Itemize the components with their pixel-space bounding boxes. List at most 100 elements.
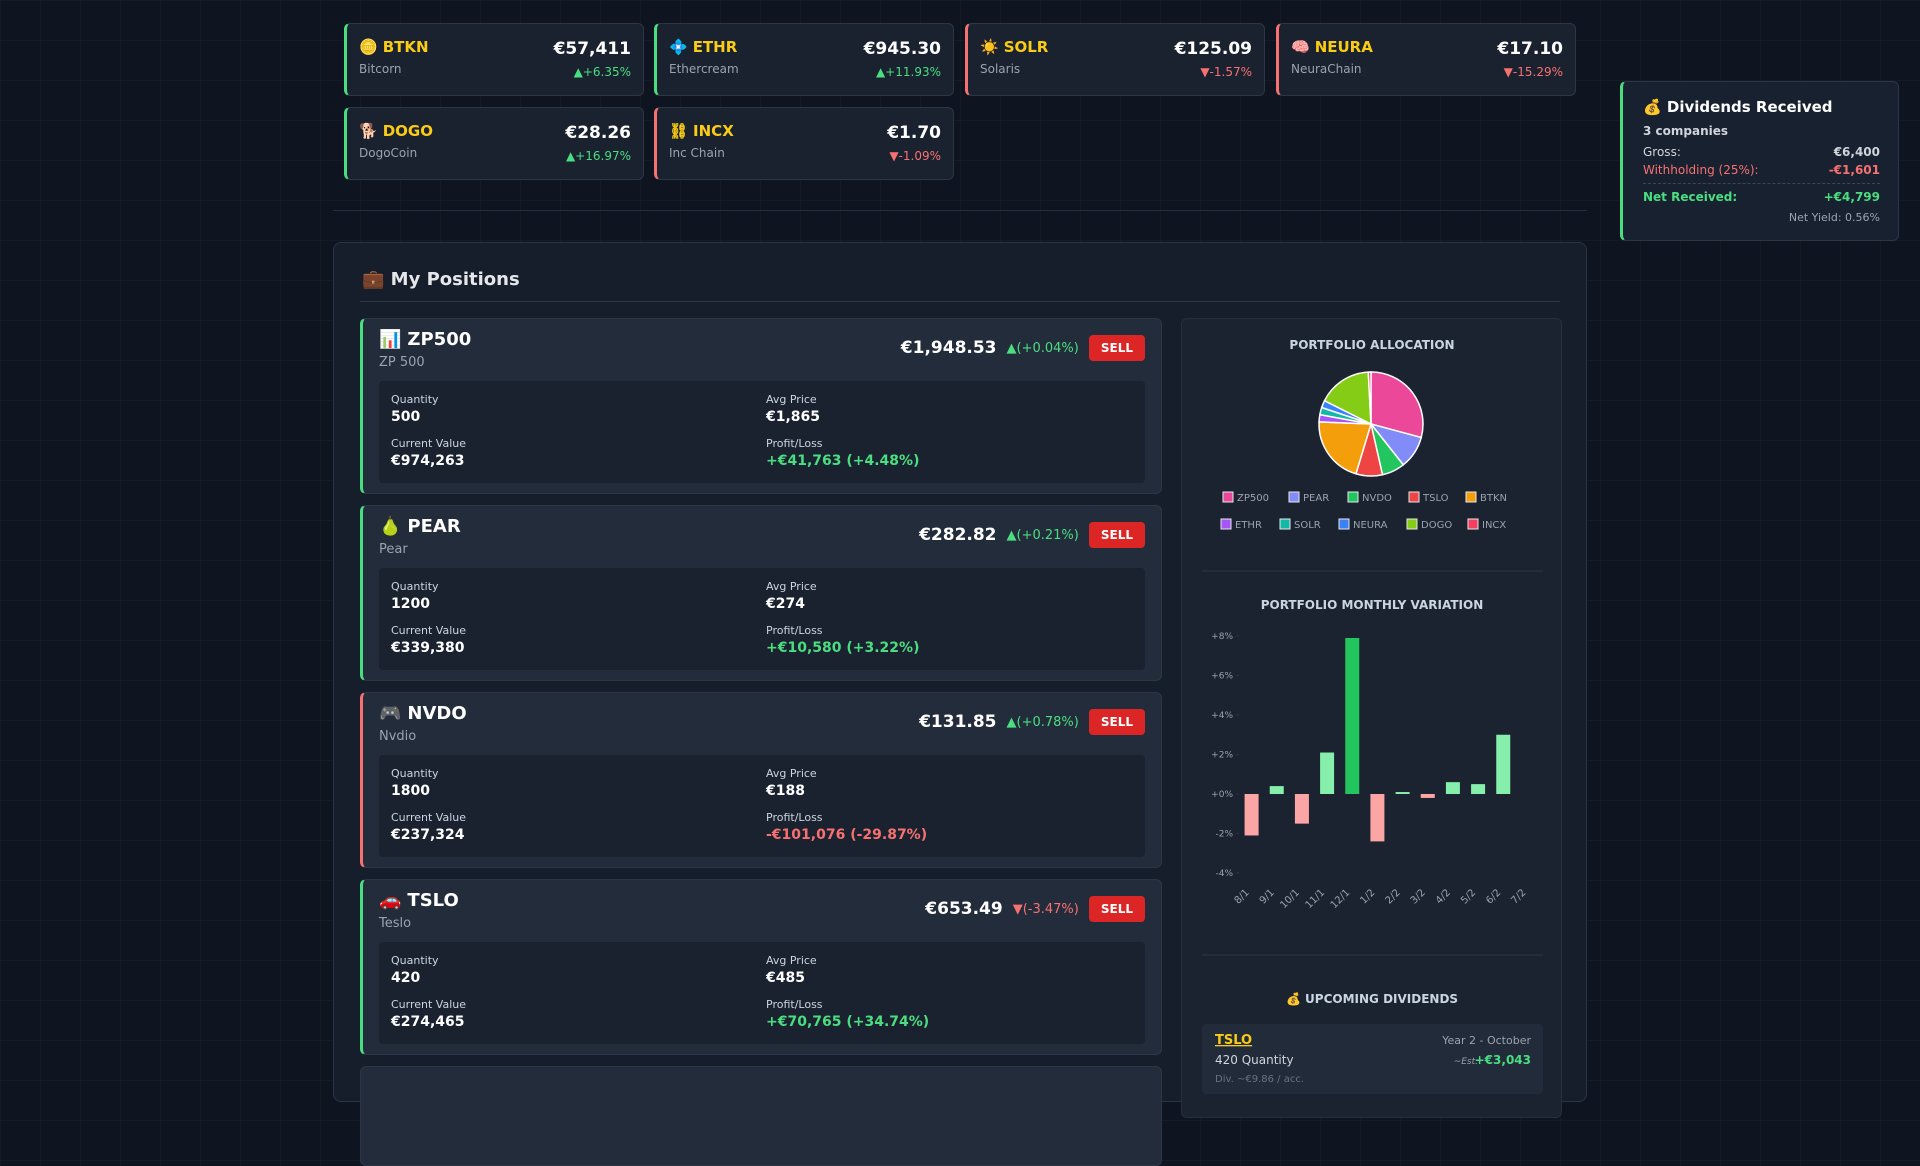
position-price: €653.49 — [925, 899, 1003, 919]
position-details: Quantity 1200 Avg Price €274 Current Value €3… — [379, 568, 1145, 670]
position-icon: 📊 — [379, 329, 402, 350]
position-icon: 🎮 — [379, 703, 402, 724]
chart-title: PORTFOLIO ALLOCATION — [1289, 338, 1454, 352]
legend-swatch — [1220, 518, 1232, 530]
dividend-label: Withholding (25%): — [1643, 163, 1759, 177]
x-tick-label: 2/2 — [1384, 887, 1403, 906]
field-label: Avg Price — [766, 767, 817, 780]
sell-button[interactable]: SELL — [1088, 709, 1145, 735]
field-label: Current Value — [391, 998, 467, 1011]
ticker-icon: 🐕 — [359, 122, 378, 140]
legend-swatch — [1347, 491, 1359, 503]
field-value: €274 — [766, 596, 805, 612]
position-icon: 🍐 — [379, 516, 402, 537]
ticker-name: NeuraChain — [1291, 62, 1362, 76]
ticker-name: Inc Chain — [669, 146, 725, 160]
dividend-value: -€1,601 — [1828, 163, 1880, 177]
sell-button[interactable]: SELL — [1088, 335, 1145, 361]
legend-swatch — [1465, 491, 1477, 503]
legend-swatch — [1222, 491, 1234, 503]
dividend-est-label: ~Est. — [1454, 1057, 1478, 1067]
ticker-change: ▲+11.93% — [875, 65, 941, 79]
position-card: 📊 ZP500 ZP 500 €1,948.53 ▲(+0.04%) SELL Quanti… — [360, 318, 1162, 494]
separator — [333, 210, 1587, 211]
x-tick-label: 12/1 — [1329, 887, 1353, 911]
y-tick-label: +6% — [1211, 672, 1233, 682]
field-value: 420 — [391, 970, 421, 986]
dividend-value: €6,400 — [1833, 145, 1880, 159]
position-price: €131.85 — [919, 712, 997, 732]
bar — [1496, 734, 1511, 794]
ticker-head: 🧠 NEURA — [1291, 38, 1373, 56]
x-tick-label: 11/1 — [1304, 887, 1328, 911]
ticker-icon: 🧠 — [1291, 38, 1310, 56]
position-symbol: ZP500 — [407, 329, 472, 350]
position-details: Quantity 1800 Avg Price €188 Current Value €2… — [379, 755, 1145, 857]
legend-swatch — [1288, 491, 1300, 503]
field-value: 1200 — [391, 596, 430, 612]
legend-swatch — [1279, 518, 1291, 530]
position-quote: €131.85 ▲(+0.78%) SELL — [919, 709, 1145, 735]
ticker-card: 🪙 BTKN Bitcorn €57,411 ▲+6.35% — [344, 23, 644, 96]
field-value: +€70,765 (+34.74%) — [766, 1014, 930, 1030]
field-label: Profit/Loss — [766, 998, 823, 1011]
dividend-est-value: +€3,043 — [1475, 1053, 1531, 1067]
ticker-symbol: ETHR — [692, 38, 738, 56]
field-label: Avg Price — [766, 393, 817, 406]
ticker-icon: 🪙 — [359, 38, 378, 56]
position-card — [360, 1066, 1162, 1166]
field-label: Quantity — [391, 393, 439, 406]
x-tick-label: 4/2 — [1434, 887, 1453, 906]
x-tick-label: 6/2 — [1484, 887, 1503, 906]
position-quote: €653.49 ▼(-3.47%) SELL — [925, 896, 1145, 922]
dividend-quantity: 420 Quantity — [1215, 1053, 1294, 1067]
position-symbol: PEAR — [407, 516, 461, 537]
bar — [1294, 794, 1309, 824]
ticker-price: €945.30 — [863, 39, 941, 59]
ticker-symbol: BTKN — [382, 38, 429, 56]
dividend-label: Net Received: — [1643, 190, 1738, 204]
sell-button[interactable]: SELL — [1088, 896, 1145, 922]
ticker-card: ☀️ SOLR Solaris €125.09 ▼-1.57% — [965, 23, 1265, 96]
pie-slice — [1323, 371, 1372, 426]
legend-label: TSLO — [1422, 493, 1449, 504]
bar — [1370, 794, 1385, 842]
legend-label: NEURA — [1353, 520, 1388, 531]
y-tick-label: +0% — [1211, 790, 1233, 800]
field-label: Current Value — [391, 437, 467, 450]
x-tick-label: 1/2 — [1358, 887, 1377, 906]
legend-swatch — [1406, 518, 1418, 530]
position-card: 🎮 NVDO Nvdio €131.85 ▲(+0.78%) SELL Quantity 18… — [360, 692, 1162, 868]
ticker-name: DogoCoin — [359, 146, 418, 160]
ticker-symbol: DOGO — [382, 122, 433, 140]
legend-label: ETHR — [1235, 520, 1262, 531]
sell-button[interactable]: SELL — [1088, 522, 1145, 548]
position-head: 🎮 NVDO — [379, 703, 467, 724]
ticker-name: Solaris — [980, 62, 1021, 76]
field-value: 1800 — [391, 783, 430, 799]
ticker-price: €17.10 — [1497, 39, 1563, 59]
ticker-price: €28.26 — [565, 123, 631, 143]
ticker-change: ▲+6.35% — [573, 65, 631, 79]
x-tick-label: 10/1 — [1278, 887, 1302, 911]
legend-label: ZP500 — [1237, 493, 1269, 504]
field-value: €1,865 — [766, 409, 821, 425]
ticker-change: ▼-1.09% — [889, 149, 941, 163]
legend-swatch — [1338, 518, 1350, 530]
ticker-head: ⛓ INCX — [669, 122, 734, 140]
positions-panel: 💼 My Positions 📊 ZP500 ZP 500 €1,948.53 ▲(+0… — [333, 242, 1587, 1166]
ticker-name: Ethercream — [669, 62, 739, 76]
ticker-card: 💠 ETHR Ethercream €945.30 ▲+11.93% — [654, 23, 954, 96]
dividends-companies: 3 companies — [1643, 124, 1729, 138]
charts: PORTFOLIO ALLOCATION ZP500 PEAR NVDO TSLO BTK… — [1202, 338, 1543, 1094]
separator — [360, 301, 1560, 302]
field-label: Quantity — [391, 954, 439, 967]
bar — [1244, 794, 1259, 836]
ticker-head: 🪙 BTKN — [359, 38, 429, 56]
ticker-symbol: SOLR — [1003, 38, 1049, 56]
position-card: 🚗 TSLO Teslo €653.49 ▼(-3.47%) SELL Quantity 42… — [360, 879, 1162, 1055]
field-label: Current Value — [391, 811, 467, 824]
field-label: Avg Price — [766, 954, 817, 967]
dividend-period: Year 2 - October — [1441, 1034, 1531, 1047]
y-tick-label: -4% — [1215, 869, 1233, 879]
